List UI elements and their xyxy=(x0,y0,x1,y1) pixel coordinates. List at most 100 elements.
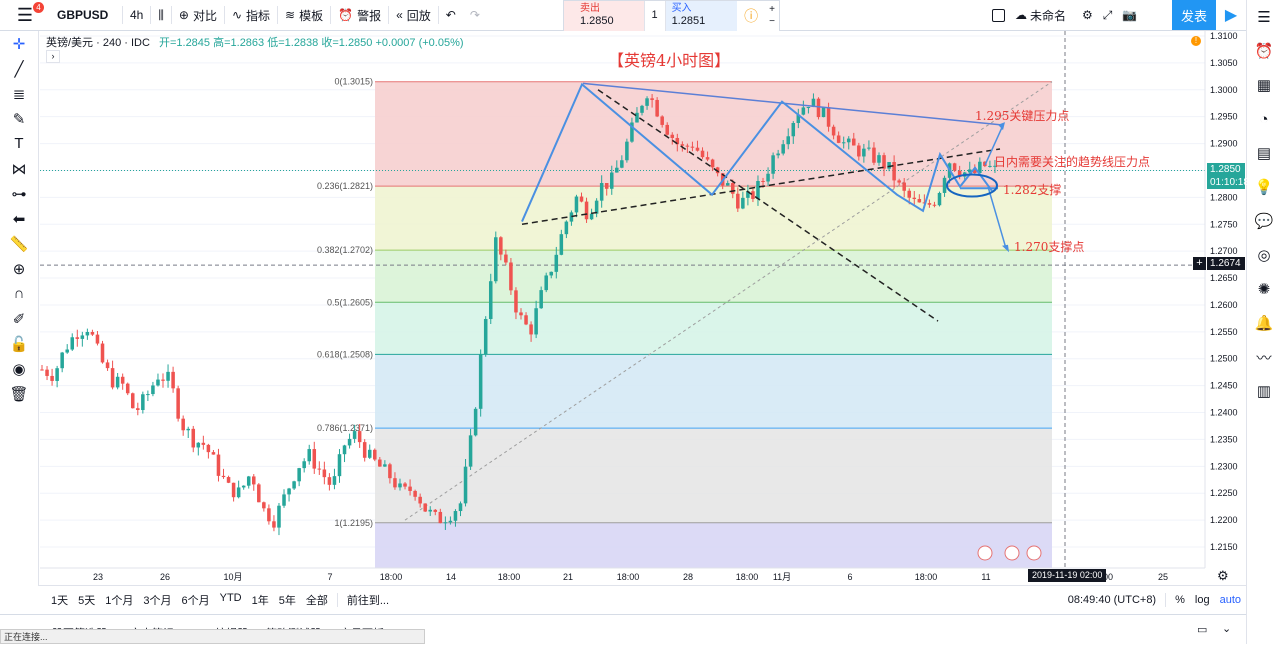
calendar-icon[interactable]: ▤ xyxy=(1256,145,1272,162)
sell-button[interactable]: 卖出 1.2850 xyxy=(564,1,644,31)
trendline-icon[interactable]: ╱ xyxy=(14,60,24,78)
layout-button[interactable]: ☁ 未命名 xyxy=(1015,7,1066,24)
time-axis-label: 26 xyxy=(160,572,170,582)
main-menu-button[interactable]: ☰ 4 xyxy=(0,0,50,30)
undo-button[interactable]: ↶ xyxy=(439,0,463,30)
arrowhead-up xyxy=(998,122,1005,131)
range-button[interactable]: 5年 xyxy=(278,595,296,607)
text-tool-icon[interactable]: T xyxy=(14,135,24,152)
price-chart[interactable]: 0(1.3015) 0.236(1.2821) 0.382(1.2702) 0.5(1… xyxy=(0,0,1246,614)
candle-body xyxy=(196,442,201,448)
replay-button[interactable]: «回放 xyxy=(389,0,438,30)
prediction-icon[interactable]: ⊶ xyxy=(11,185,27,203)
candle-body xyxy=(282,494,286,506)
time-axis-label: 21 xyxy=(563,572,573,582)
axis-settings-gear-icon[interactable]: ⚙ xyxy=(1217,568,1229,583)
add-alert-plus-icon[interactable]: + xyxy=(1193,257,1206,270)
legend-collapse-icon[interactable]: › xyxy=(46,50,60,63)
candle-body xyxy=(181,418,185,431)
candle-body xyxy=(816,98,821,118)
lock-icon[interactable]: 🔓 xyxy=(9,335,29,353)
arrow-left-icon[interactable]: ⬅ xyxy=(12,210,26,228)
range-buttons: 1天 5天 1个月 3个月 6个月 YTD 1年 5年 全部 xyxy=(46,592,333,608)
candle-body xyxy=(468,435,473,467)
compare-button[interactable]: ⊕ 对比 xyxy=(172,0,224,30)
pattern-icon[interactable]: ⋈ xyxy=(11,160,27,178)
warning-icon[interactable]: ⓘ xyxy=(744,8,759,24)
brush-icon[interactable]: ✎ xyxy=(12,110,26,128)
time-axis-label: 23 xyxy=(93,572,103,582)
range-button[interactable]: 1天 xyxy=(51,595,69,607)
range-button[interactable]: 1个月 xyxy=(105,595,134,607)
auto-toggle[interactable]: auto xyxy=(1219,594,1241,606)
indicators-button[interactable]: ∿ 指标 xyxy=(225,0,277,30)
alert-button[interactable]: ⏰ 警报 xyxy=(331,0,388,30)
symbol-search[interactable]: GBPUSD xyxy=(57,8,109,22)
redo-button[interactable]: ↷ xyxy=(463,0,487,30)
publish-button[interactable]: 发表 xyxy=(1172,0,1216,30)
candle-body xyxy=(781,144,785,154)
range-button[interactable]: 全部 xyxy=(305,595,328,607)
order-panel-icon[interactable]: 〰 xyxy=(1256,349,1272,367)
candle-body xyxy=(705,157,710,160)
range-button[interactable]: 6个月 xyxy=(181,595,210,607)
templates-button[interactable]: ≋ 模板 xyxy=(278,0,330,30)
minus-icon[interactable]: − xyxy=(769,16,775,27)
percent-toggle[interactable]: % xyxy=(1175,594,1185,606)
quantity-field[interactable]: 1 xyxy=(643,1,666,31)
ruler-icon[interactable]: 📏 xyxy=(9,235,29,253)
dom-icon[interactable]: ▥ xyxy=(1256,383,1272,400)
hub-icon[interactable]: ✺ xyxy=(1257,281,1271,298)
plus-icon[interactable]: + xyxy=(769,4,775,15)
fib-level-label: 0.236(1.2821) xyxy=(317,181,373,191)
lock-pen-icon[interactable]: ✐ xyxy=(12,310,26,328)
play-icon[interactable]: ▶ xyxy=(1224,7,1238,24)
fullscreen-square-icon[interactable] xyxy=(992,8,1005,22)
fib-level-label: 0.5(1.2605) xyxy=(327,297,373,307)
buy-button[interactable]: 买入 1.2851 xyxy=(665,1,738,31)
watchlist-icon[interactable]: ☰ xyxy=(1257,9,1271,26)
range-button[interactable]: YTD xyxy=(219,592,242,604)
data-window-icon[interactable]: ▦ xyxy=(1256,77,1272,94)
time-axis-label: 28 xyxy=(683,572,693,582)
price-axis-label: 1.2500 xyxy=(1210,354,1238,364)
info-dot-icon[interactable]: ! xyxy=(1191,36,1201,46)
templates-label: 模板 xyxy=(299,8,324,23)
hotlist-icon[interactable]: ◔ xyxy=(1259,110,1269,128)
collapse-panel-icon[interactable]: ⌄ xyxy=(1222,623,1232,635)
chart-style-button[interactable]: ⫼ xyxy=(151,0,171,30)
notifications-icon[interactable]: 🔔 xyxy=(1254,315,1274,332)
quantity-stepper[interactable]: + − xyxy=(765,1,779,31)
fib-zone xyxy=(375,522,1052,568)
camera-icon[interactable]: 📷 xyxy=(1122,8,1138,22)
crosshair-icon[interactable]: ✛ xyxy=(12,35,26,53)
chat-icon[interactable]: 💬 xyxy=(1254,213,1274,230)
buy-price: 1.2851 xyxy=(671,15,706,27)
zoom-in-icon[interactable]: ⊕ xyxy=(12,260,26,278)
trash-icon[interactable]: 🗑 xyxy=(9,385,29,403)
candle-body xyxy=(973,169,977,173)
time-axis-label: 18:00 xyxy=(380,572,403,582)
price-axis-label: 1.2950 xyxy=(1210,112,1238,122)
magnet-icon[interactable]: ∩ xyxy=(13,285,25,302)
candle-body xyxy=(751,191,755,199)
candle-body xyxy=(978,161,982,173)
range-button[interactable]: 5天 xyxy=(78,595,96,607)
goto-date-button[interactable]: 前往到... xyxy=(346,595,390,607)
expand-icon[interactable]: ⤢ xyxy=(1102,7,1113,22)
time-axis-label: 10月 xyxy=(223,572,242,582)
alarm-icon[interactable]: ⏰ xyxy=(1254,43,1274,60)
ideas-icon[interactable]: 💡 xyxy=(1254,179,1274,196)
settings-gear-icon[interactable]: ⚙ xyxy=(1082,8,1093,22)
fib-tool-icon[interactable]: ≣ xyxy=(12,85,26,103)
candle-body xyxy=(146,394,150,396)
candle-body xyxy=(297,468,301,482)
eye-icon[interactable]: ◉ xyxy=(12,360,26,378)
range-button[interactable]: 1年 xyxy=(251,595,269,607)
range-button[interactable]: 3个月 xyxy=(143,595,172,607)
interval-button[interactable]: 4h xyxy=(130,8,144,22)
candle-body xyxy=(110,368,115,388)
maximize-panel-icon[interactable]: ▭ xyxy=(1197,624,1208,636)
log-toggle[interactable]: log xyxy=(1194,594,1210,606)
streams-icon[interactable]: ◎ xyxy=(1257,247,1271,264)
